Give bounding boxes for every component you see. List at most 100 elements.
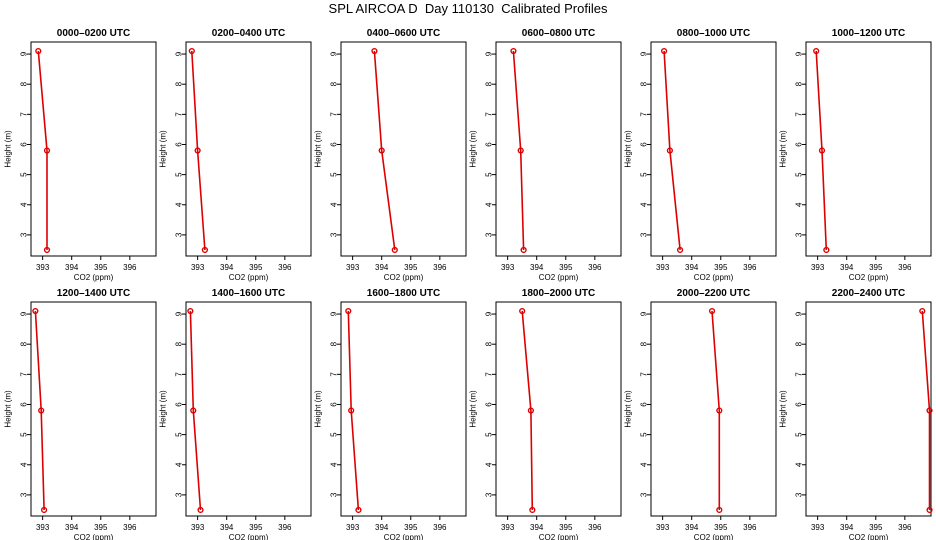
- y-tick-label: 3: [795, 232, 804, 237]
- panel-0: 0000–0200 UTC 393 394 395 396 3 4 5 6 7 8 9 CO2 (ppm…: [4, 28, 157, 282]
- series-line: [189, 310, 202, 511]
- data-point: [510, 47, 517, 55]
- panel-11: 2200–2400 UTC 393 394 395 396 3 4 5 6 7 8 9 CO2 (ppm…: [779, 288, 933, 540]
- y-tick-label: 5: [20, 172, 29, 177]
- y-tick-label: 7: [175, 372, 184, 377]
- panel-title: 0600–0800 UTC: [522, 28, 595, 39]
- y-tick-label: 4: [640, 462, 649, 467]
- figure-title: SPL AIRCOA D Day 110130 Calibrated Profi…: [328, 1, 608, 16]
- y-tick-label: 7: [330, 112, 339, 117]
- series-line: [663, 50, 681, 251]
- y-tick-label: 9: [175, 311, 184, 316]
- data-point: [818, 147, 826, 154]
- y-tick-label: 3: [175, 492, 184, 497]
- data-point: [194, 147, 201, 154]
- plot-frame: [340, 41, 467, 257]
- y-tick-label: 6: [175, 402, 184, 407]
- y-tick-label: 3: [485, 232, 494, 237]
- x-axis-label: CO2 (ppm): [694, 533, 734, 540]
- y-tick-label: 6: [640, 142, 649, 147]
- x-tick-label: 396: [743, 263, 757, 272]
- x-tick-label: 393: [656, 263, 670, 272]
- y-tick-label: 9: [485, 51, 494, 56]
- x-axis-label: CO2 (ppm): [229, 533, 269, 540]
- x-tick-label: 394: [530, 523, 544, 532]
- x-axis-label: CO2 (ppm): [384, 273, 424, 282]
- x-tick-label: 393: [811, 263, 825, 272]
- panel-title: 0800–1000 UTC: [677, 28, 750, 39]
- x-tick-label: 393: [656, 523, 670, 532]
- y-tick-label: 9: [330, 311, 339, 316]
- series-line: [191, 50, 206, 251]
- y-tick-label: 6: [795, 142, 804, 147]
- y-axis-label: Height (m): [624, 130, 633, 168]
- y-tick-label: 9: [795, 311, 804, 316]
- x-tick-label: 393: [501, 523, 515, 532]
- series-line: [347, 310, 360, 511]
- y-tick-label: 5: [330, 172, 339, 177]
- data-point: [527, 407, 534, 414]
- x-tick-label: 396: [588, 523, 602, 532]
- data-point: [517, 147, 524, 154]
- x-tick-label: 393: [346, 263, 360, 272]
- x-axis-label: CO2 (ppm): [849, 533, 889, 540]
- y-axis-label: Height (m): [159, 130, 168, 168]
- x-tick-label: 393: [36, 263, 50, 272]
- y-tick-label: 9: [330, 51, 339, 56]
- data-point: [666, 147, 673, 154]
- y-tick-label: 5: [485, 172, 494, 177]
- y-tick-label: 5: [485, 432, 494, 437]
- x-tick-label: 394: [840, 263, 854, 272]
- x-tick-label: 394: [65, 263, 79, 272]
- y-axis-label: Height (m): [4, 390, 13, 428]
- data-point: [355, 506, 362, 514]
- series-line: [711, 310, 721, 510]
- x-tick-label: 395: [869, 263, 883, 272]
- x-tick-label: 395: [559, 523, 573, 532]
- y-tick-label: 8: [795, 341, 804, 346]
- y-tick-label: 5: [795, 432, 804, 437]
- y-axis-label: Height (m): [779, 390, 788, 428]
- y-tick-label: 3: [20, 492, 29, 497]
- panel-title: 1400–1600 UTC: [212, 288, 285, 299]
- y-tick-label: 9: [20, 51, 29, 56]
- panel-6: 1200–1400 UTC 393 394 395 396 3 4 5 6 7 8 9 CO2 (ppm…: [4, 288, 157, 540]
- y-axis-label: Height (m): [314, 130, 323, 168]
- data-point: [708, 307, 716, 315]
- panel-8: 1600–1800 UTC 393 394 395 396 3 4 5 6 7 8 9 CO2 (ppm…: [314, 288, 467, 540]
- y-tick-label: 4: [175, 202, 184, 207]
- data-point: [345, 307, 352, 315]
- y-axis-label: Height (m): [314, 390, 323, 428]
- x-tick-label: 395: [714, 263, 728, 272]
- x-tick-label: 394: [375, 523, 389, 532]
- panel-1: 0200–0400 UTC 393 394 395 396 3 4 5 6 7 8 9 CO2 (ppm…: [159, 28, 312, 282]
- y-axis-label: Height (m): [779, 130, 788, 168]
- y-tick-label: 6: [795, 402, 804, 407]
- plot-frame: [495, 41, 622, 257]
- y-tick-label: 3: [485, 492, 494, 497]
- y-tick-label: 7: [795, 112, 804, 117]
- y-axis-label: Height (m): [469, 130, 478, 168]
- series-line: [37, 50, 48, 250]
- y-tick-label: 4: [640, 202, 649, 207]
- x-tick-label: 393: [36, 523, 50, 532]
- x-axis-label: CO2 (ppm): [694, 273, 734, 282]
- y-tick-label: 6: [20, 142, 29, 147]
- x-tick-label: 393: [501, 263, 515, 272]
- x-tick-label: 396: [898, 263, 912, 272]
- y-tick-label: 3: [20, 232, 29, 237]
- panel-5: 1000–1200 UTC 393 394 395 396 3 4 5 6 7 8 9 CO2 (ppm…: [779, 28, 932, 282]
- y-tick-label: 3: [640, 492, 649, 497]
- y-tick-label: 8: [330, 81, 339, 86]
- data-point: [823, 246, 830, 254]
- series-line: [34, 310, 45, 511]
- y-tick-label: 5: [640, 172, 649, 177]
- panel-4: 0800–1000 UTC 393 394 395 396 3 4 5 6 7 8 9 CO2 (ppm…: [624, 28, 777, 282]
- panel-title: 0400–0600 UTC: [367, 28, 440, 39]
- series-line: [921, 310, 931, 510]
- x-tick-label: 393: [191, 263, 205, 272]
- x-tick-label: 395: [714, 523, 728, 532]
- y-tick-label: 7: [640, 112, 649, 117]
